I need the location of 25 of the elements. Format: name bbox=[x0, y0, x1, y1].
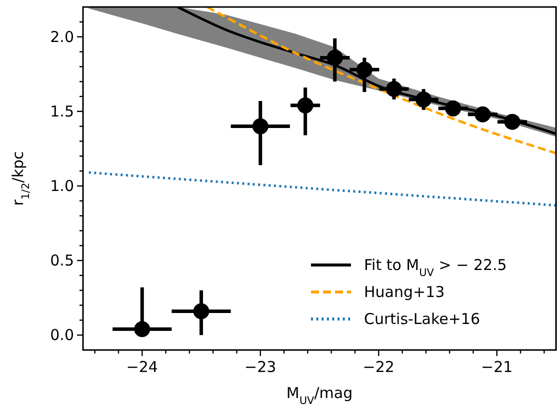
x-axis-title: M$_{UV}$/mag bbox=[286, 384, 353, 407]
y-tick-label: 0.5 bbox=[50, 252, 74, 270]
point bbox=[386, 81, 402, 98]
point bbox=[326, 50, 343, 66]
line-series bbox=[206, 7, 556, 154]
point bbox=[252, 118, 268, 134]
x-tick-label: −22 bbox=[362, 358, 394, 376]
point bbox=[297, 97, 314, 114]
x-tick-label: −21 bbox=[481, 358, 513, 376]
y-tick-label: 1.5 bbox=[50, 102, 74, 120]
point bbox=[193, 303, 210, 320]
y-tick-label: 1.0 bbox=[50, 176, 74, 195]
point bbox=[134, 321, 150, 338]
legend-label: Fit to M$_{UV}$ > − 22.5 bbox=[364, 256, 507, 279]
x-tick-label: −24 bbox=[126, 358, 158, 376]
y-tick-label: 0.0 bbox=[50, 326, 74, 344]
point bbox=[504, 114, 520, 130]
point bbox=[356, 62, 372, 78]
legend-label: Curtis-Lake+16 bbox=[364, 310, 480, 328]
y-tick-label: 2.0 bbox=[50, 28, 74, 46]
point bbox=[416, 91, 432, 108]
point bbox=[445, 100, 462, 116]
x-tick-label: −23 bbox=[244, 358, 276, 376]
point bbox=[474, 106, 491, 122]
legend-label: Huang+13 bbox=[364, 283, 445, 301]
